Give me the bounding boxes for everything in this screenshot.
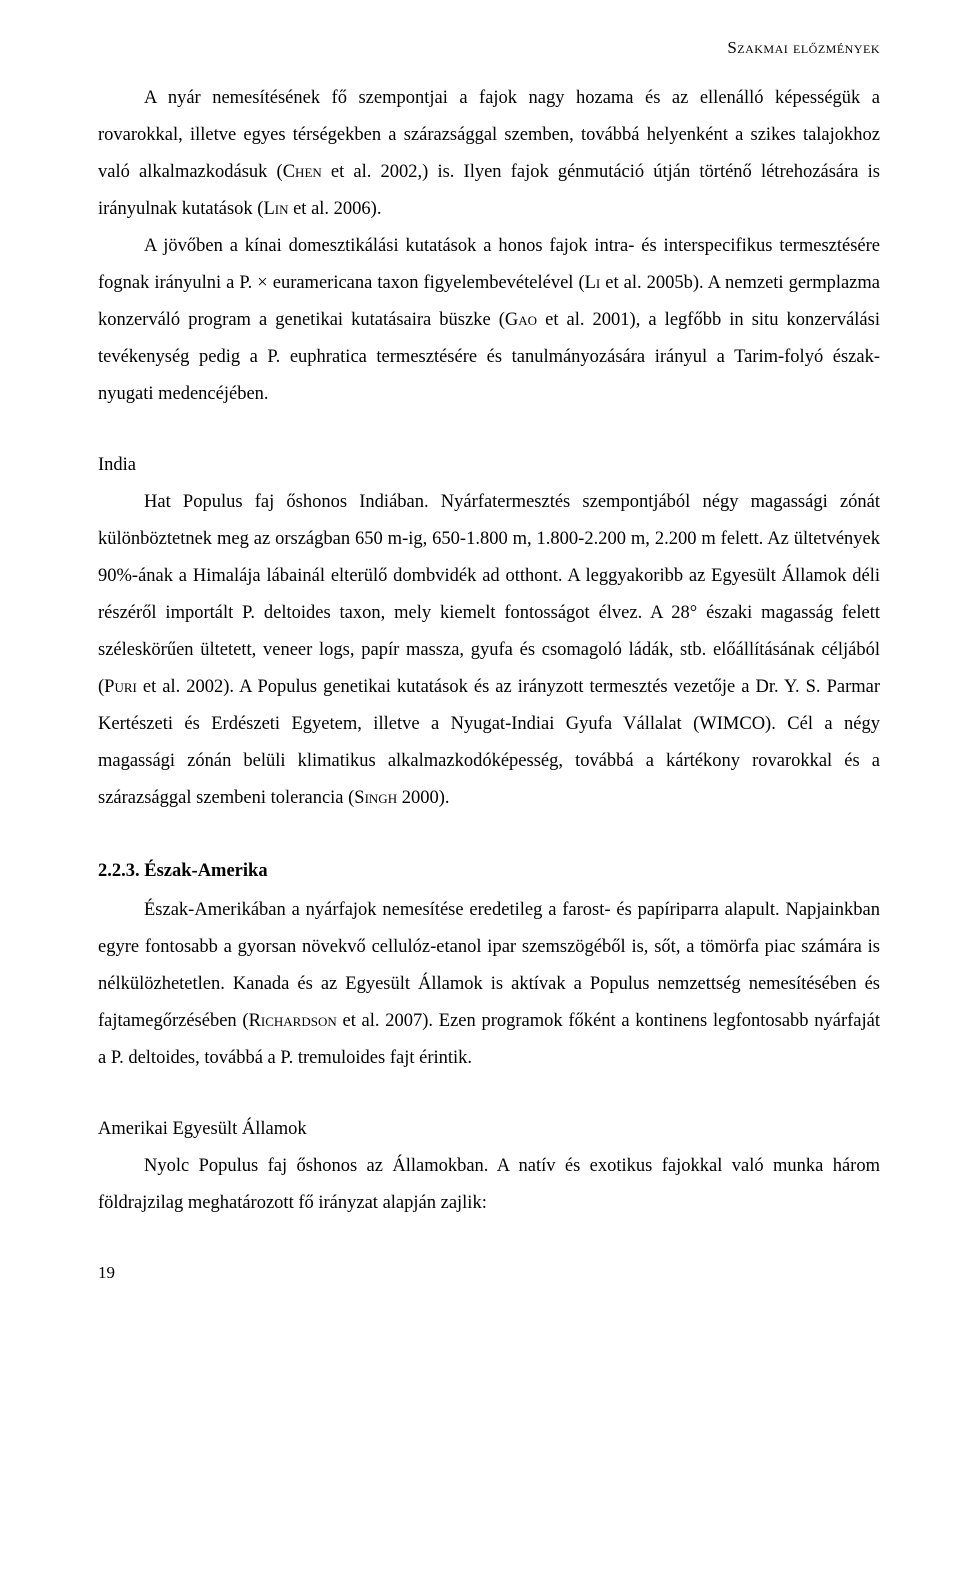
running-header-text: Szakmai előzmények xyxy=(727,38,880,57)
p3-text-a: Hat Populus faj őshonos Indiában. Nyárfa… xyxy=(98,492,880,697)
p3-text-c: 2000). xyxy=(397,788,449,808)
section-2-2-3-title: 2.2.3. Észak-Amerika xyxy=(98,853,880,890)
paragraph-4: Észak-Amerikában a nyárfajok nemesítése … xyxy=(98,892,880,1077)
usa-heading: Amerikai Egyesült Államok xyxy=(98,1111,880,1148)
page-number: 19 xyxy=(98,1264,880,1281)
p5-text: Nyolc Populus faj őshonos az Államokban.… xyxy=(98,1156,880,1213)
p2-author-gao: Gao xyxy=(505,310,537,330)
page-number-text: 19 xyxy=(98,1263,115,1282)
paragraph-1: A nyár nemesítésének fő szempontjai a fa… xyxy=(98,80,880,228)
p4-author-richardson: Richardson xyxy=(249,1011,337,1031)
p1-author-lin: Lin xyxy=(263,199,288,219)
paragraph-3: Hat Populus faj őshonos Indiában. Nyárfa… xyxy=(98,484,880,817)
p3-author-singh: Singh xyxy=(354,788,397,808)
spacer xyxy=(98,1077,880,1111)
section-2-2-3-text: 2.2.3. Észak-Amerika xyxy=(98,861,268,881)
p1-author-chen: Chen xyxy=(283,162,322,182)
p2-author-li: Li xyxy=(585,273,601,293)
india-heading-text: India xyxy=(98,455,136,475)
paragraph-5: Nyolc Populus faj őshonos az Államokban.… xyxy=(98,1148,880,1222)
paragraph-2: A jövőben a kínai domesztikálási kutatás… xyxy=(98,228,880,413)
p3-author-puri: Puri xyxy=(104,677,137,697)
p1-text-c: et al. 2006). xyxy=(288,199,381,219)
p3-text-b: et al. 2002). A Populus genetikai kutatá… xyxy=(98,677,880,808)
spacer xyxy=(98,413,880,447)
running-header: Szakmai előzmények xyxy=(98,38,880,58)
usa-heading-text: Amerikai Egyesült Államok xyxy=(98,1119,307,1139)
spacer xyxy=(98,817,880,851)
india-heading: India xyxy=(98,447,880,484)
